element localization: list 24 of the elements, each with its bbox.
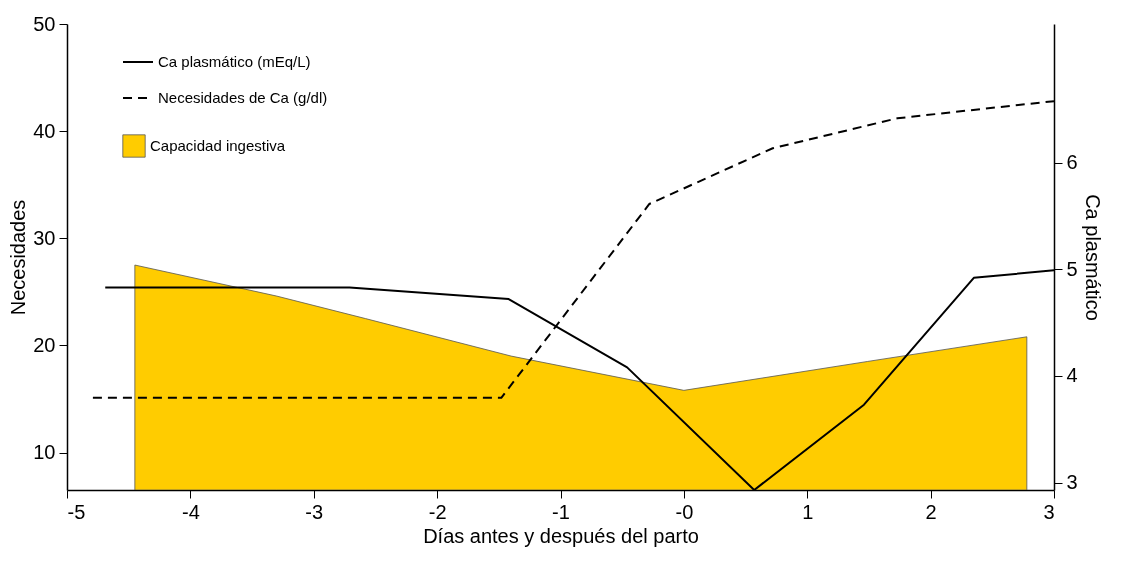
legend-label: Ca plasmático (mEq/L)	[158, 53, 311, 70]
y2-tick-label: 3	[1066, 471, 1078, 494]
x-tick-label: -1	[552, 500, 570, 523]
x-tick-label: 1	[802, 500, 814, 523]
x-tick-label: -0	[675, 500, 694, 523]
y-tick-label: 30	[33, 226, 56, 249]
x-axis-title: Días antes y después del parto	[423, 524, 699, 547]
x-tick-label: -2	[428, 500, 447, 523]
x-tick-label: -4	[181, 500, 200, 523]
x-tick-label: -5	[67, 500, 86, 523]
x-tick-label: 2	[925, 500, 937, 523]
y-tick-label: 20	[33, 333, 56, 356]
x-tick-label: 3	[1043, 500, 1055, 523]
x-tick-label: -3	[305, 500, 324, 523]
y2-tick-label: 5	[1066, 257, 1078, 280]
y2-tick-label: 4	[1066, 364, 1078, 387]
legend-label: Necesidades de Ca (g/dl)	[158, 89, 328, 106]
y2-tick-label: 6	[1066, 151, 1078, 174]
y-tick-label: 10	[33, 441, 56, 464]
y2-axis-title: Ca plasmático	[1081, 194, 1104, 321]
legend-label: Capacidad ingestiva	[150, 137, 286, 154]
y-tick-label: 50	[33, 12, 56, 35]
y-axis-title: Necesidades	[7, 199, 30, 316]
y-tick-label: 40	[33, 119, 56, 142]
